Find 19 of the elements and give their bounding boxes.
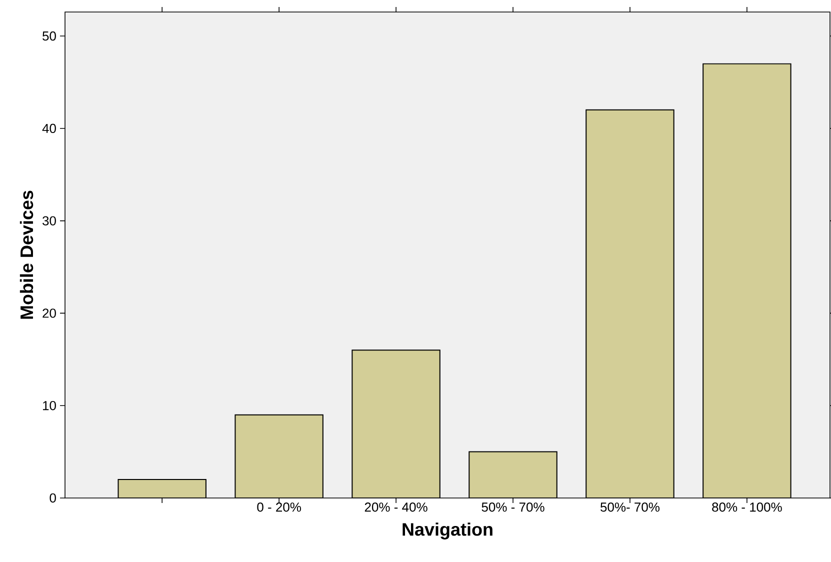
y-tick-label: 50 <box>42 31 56 41</box>
bar <box>235 414 323 498</box>
x-axis-title: Navigation <box>402 522 492 540</box>
y-tick-label: 20 <box>42 308 56 318</box>
bar <box>352 350 440 498</box>
x-tick-label: 50% - 70% <box>482 502 544 512</box>
y-tick-label: 0 <box>50 493 56 503</box>
x-tick-label: 20% - 40% <box>364 502 428 512</box>
bar <box>586 110 674 498</box>
bar <box>469 452 557 498</box>
y-axis-title: Mobile Devices <box>20 190 34 319</box>
y-tick-label: 40 <box>42 124 56 134</box>
x-tick-label: 0 - 20% <box>257 502 301 512</box>
y-tick-label: 30 <box>42 216 56 226</box>
y-tick-label: 10 <box>43 400 56 410</box>
bar <box>702 63 792 498</box>
x-tick-label: 80% - 100% <box>712 502 782 512</box>
x-tick-label: 50%- 70% <box>600 502 660 512</box>
bar <box>118 480 206 498</box>
